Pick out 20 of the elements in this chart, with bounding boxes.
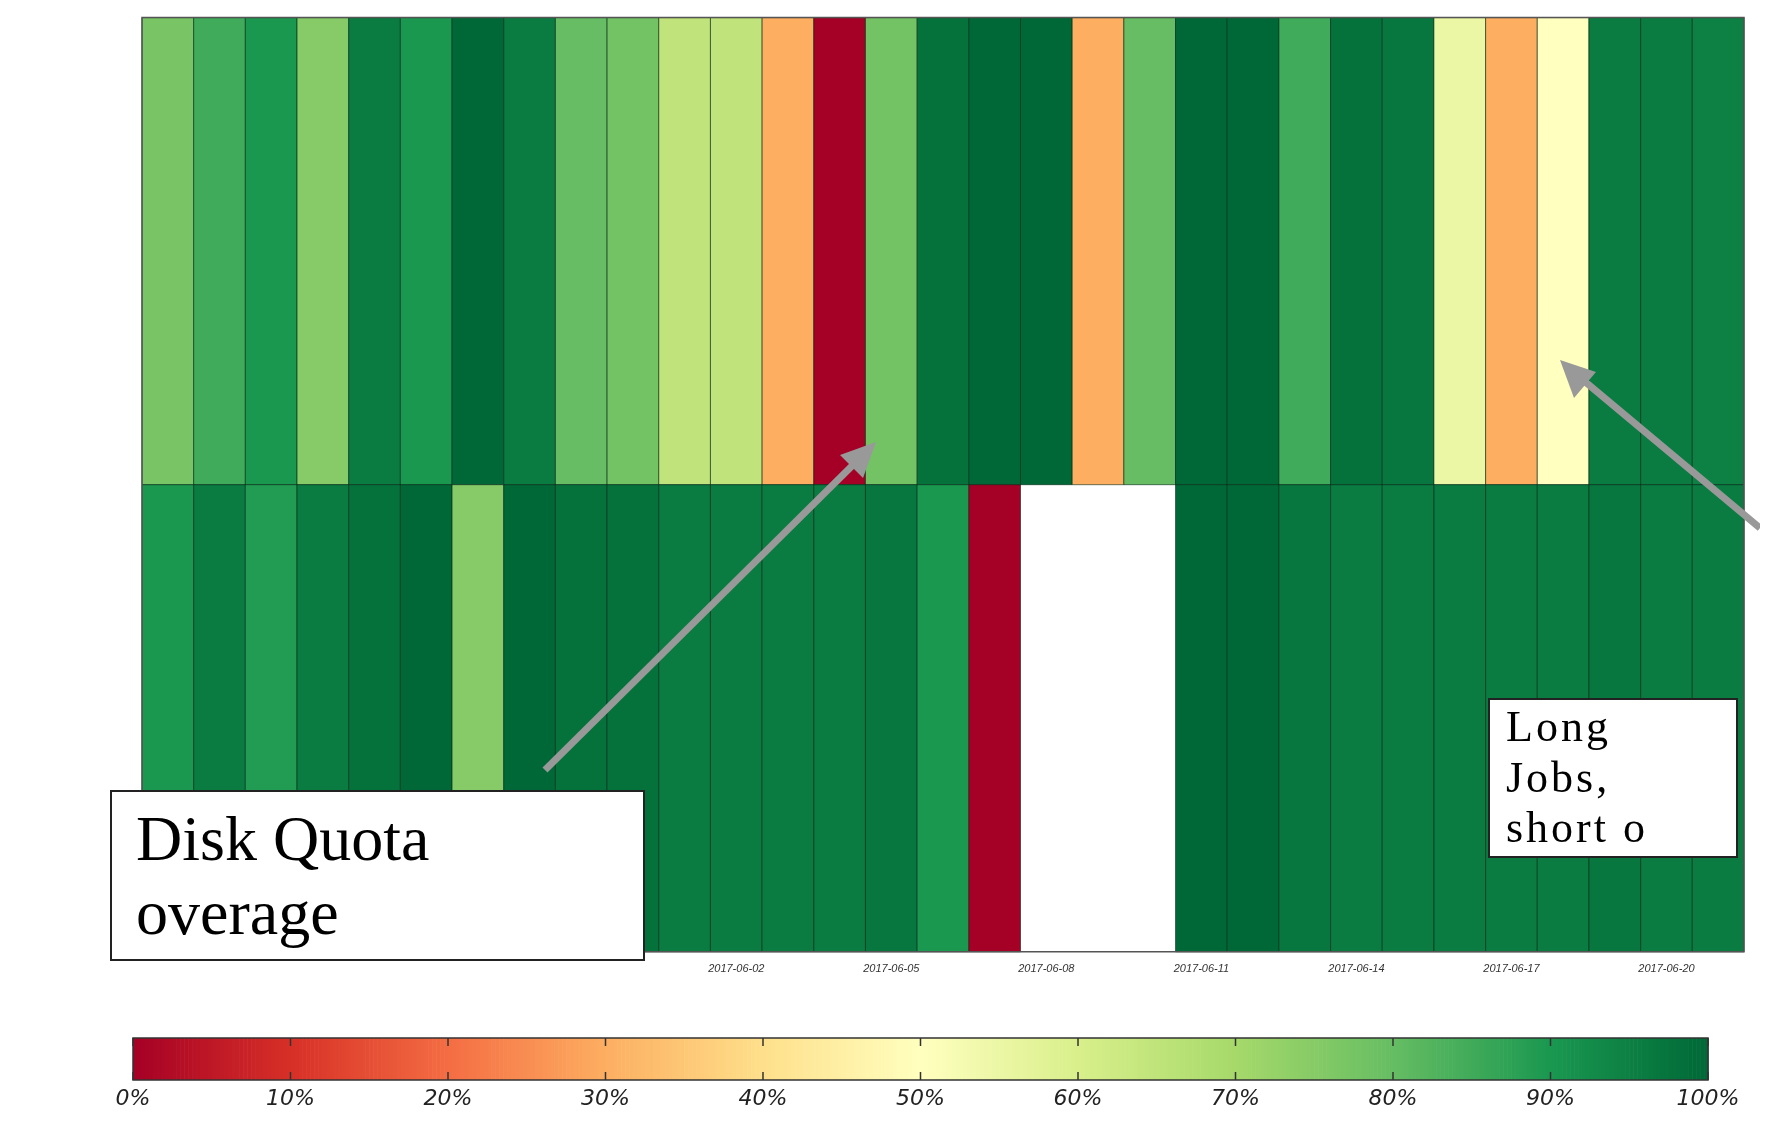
x-tick-label: 2017-06-05 xyxy=(862,962,921,975)
color-bar-label: 50% xyxy=(896,1084,945,1110)
x-tick-label: 2017-06-02 xyxy=(707,962,765,975)
x-tick-label: 2017-06-20 xyxy=(1637,962,1696,975)
color-bar-label: 100% xyxy=(1676,1084,1740,1110)
color-bar-label: 90% xyxy=(1526,1084,1575,1110)
color-bar-label: 80% xyxy=(1368,1084,1418,1110)
color-bar-label: 10% xyxy=(266,1084,315,1110)
x-tick-label: 2017-06-17 xyxy=(1482,962,1541,975)
color-bar-label: 0% xyxy=(115,1084,151,1110)
x-tick-label: 2017-06-14 xyxy=(1327,962,1385,975)
x-tick-label: 2017-06-08 xyxy=(1017,962,1076,975)
color-bar-label: 30% xyxy=(581,1084,630,1110)
color-bar-label: 20% xyxy=(423,1084,473,1110)
color-bar-label: 70% xyxy=(1211,1084,1260,1110)
callout-box: Long Jobs, short o xyxy=(1488,698,1738,858)
x-tick-label: 2017-06-11 xyxy=(1172,962,1230,975)
callout-box: Disk Quota overage xyxy=(110,790,645,962)
color-bar-label: 40% xyxy=(738,1084,788,1110)
color-bar-label: 60% xyxy=(1053,1084,1103,1110)
